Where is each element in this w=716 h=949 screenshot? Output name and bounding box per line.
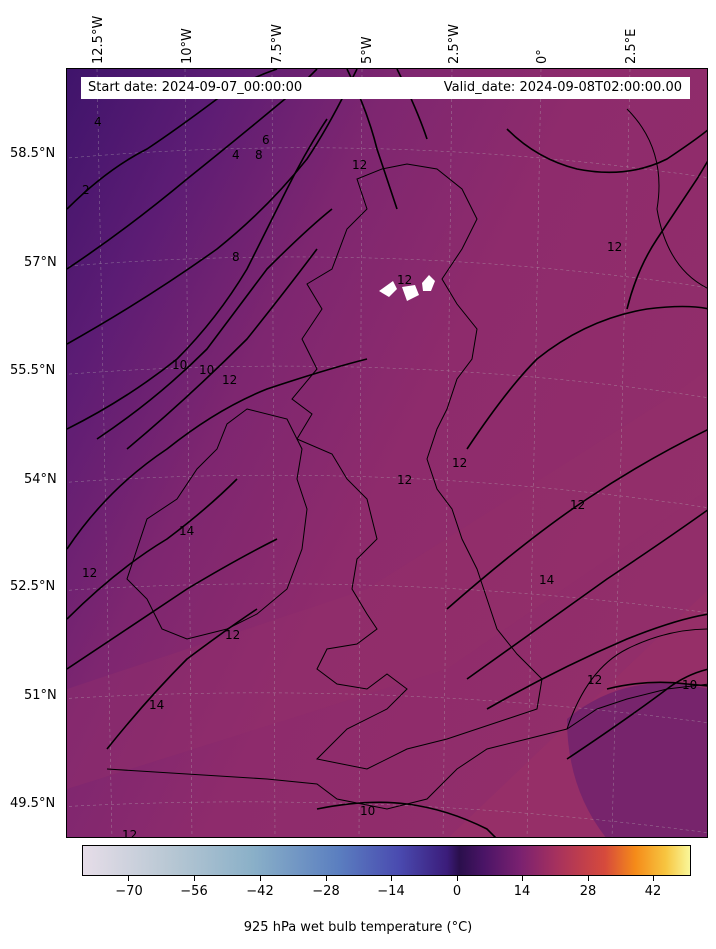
contour-label: 10 (682, 678, 697, 692)
colorbar-tick (326, 876, 327, 881)
contour-label: 12 (225, 628, 240, 642)
lon-label: 2.5°E (624, 28, 639, 64)
contour-label: 12 (222, 373, 237, 387)
contour-lines (67, 69, 707, 837)
contour-label: 2 (82, 183, 90, 197)
contour-label: 14 (539, 573, 554, 587)
lon-label: 7.5°W (270, 23, 285, 64)
contour-labels: 4 4 2 6 8 8 12 12 10 10 12 12 12 12 14 1… (82, 115, 697, 838)
contour-label: 12 (397, 273, 412, 287)
colorbar-title: 925 hPa wet bulb temperature (°C) (243, 920, 473, 935)
lon-label: 12.5°W (91, 15, 106, 64)
contour-label: 12 (397, 473, 412, 487)
colorbar-tick-label: 28 (579, 884, 597, 899)
lon-label: 2.5°W (447, 23, 462, 64)
colorbar-tick-label: 42 (644, 884, 662, 899)
map-panel: 4 4 2 6 8 8 12 12 10 10 12 12 12 12 14 1… (66, 68, 708, 838)
map-canvas: 4 4 2 6 8 8 12 12 10 10 12 12 12 12 14 1… (67, 69, 707, 838)
colorbar-tick (653, 876, 654, 881)
warm-band-2 (67, 370, 707, 789)
colorbar-tick (522, 876, 523, 881)
colorbar (82, 845, 691, 876)
date-box: Start date: 2024-09-07_00:00:00 Valid_da… (81, 77, 690, 99)
contour-label: 12 (607, 240, 622, 254)
contour-label: 8 (232, 250, 240, 264)
colorbar-tick-label: −70 (115, 884, 143, 899)
contour-label: 10 (172, 358, 187, 372)
lat-label: 54°N (24, 472, 57, 487)
contour-label: 8 (255, 148, 263, 162)
contour-label: 6 (262, 133, 270, 147)
contour-label: 4 (94, 115, 102, 129)
contour-label: 12 (452, 456, 467, 470)
lat-label: 57°N (24, 255, 57, 270)
colorbar-tick-label: 0 (452, 884, 462, 899)
contour-label: 12 (82, 566, 97, 580)
colorbar-tick (457, 876, 458, 881)
coastlines (106, 108, 707, 810)
colorbar-tick (194, 876, 195, 881)
cold-zone-se (567, 683, 707, 837)
colorbar-tick (128, 876, 129, 881)
missing-data-patches (379, 275, 435, 301)
lat-label: 51°N (24, 688, 57, 703)
colorbar-tick (391, 876, 392, 881)
contour-label: 4 (232, 148, 240, 162)
valid-date-label: Valid_date: 2024-09-08T02:00:00.00 (443, 80, 682, 95)
contour-label: 12 (570, 498, 585, 512)
colorbar-tick-label: −42 (246, 884, 274, 899)
lat-label: 52.5°N (10, 579, 56, 594)
colorbar-tick-label: 14 (513, 884, 531, 899)
contour-label: 14 (149, 698, 164, 712)
lat-label: 55.5°N (10, 363, 56, 378)
graticule (67, 69, 707, 837)
colorbar-tick-label: −14 (377, 884, 405, 899)
lon-label: 0° (535, 49, 550, 64)
contour-label: 12 (587, 673, 602, 687)
colorbar-tick-label: −28 (312, 884, 340, 899)
lat-label: 49.5°N (10, 796, 56, 811)
contour-label: 12 (352, 158, 367, 172)
contour-label: 14 (179, 524, 194, 538)
colorbar-tick-label: −56 (180, 884, 208, 899)
contour-label: 10 (360, 804, 375, 818)
contour-label: 12 (122, 828, 137, 838)
contour-label: 10 (199, 363, 214, 377)
lon-label: 5°W (360, 36, 375, 64)
start-date-label: Start date: 2024-09-07_00:00:00 (88, 80, 303, 95)
lat-label: 58.5°N (10, 146, 56, 161)
colorbar-tick (588, 876, 589, 881)
lon-label: 10°W (180, 28, 195, 64)
colorbar-tick (260, 876, 261, 881)
